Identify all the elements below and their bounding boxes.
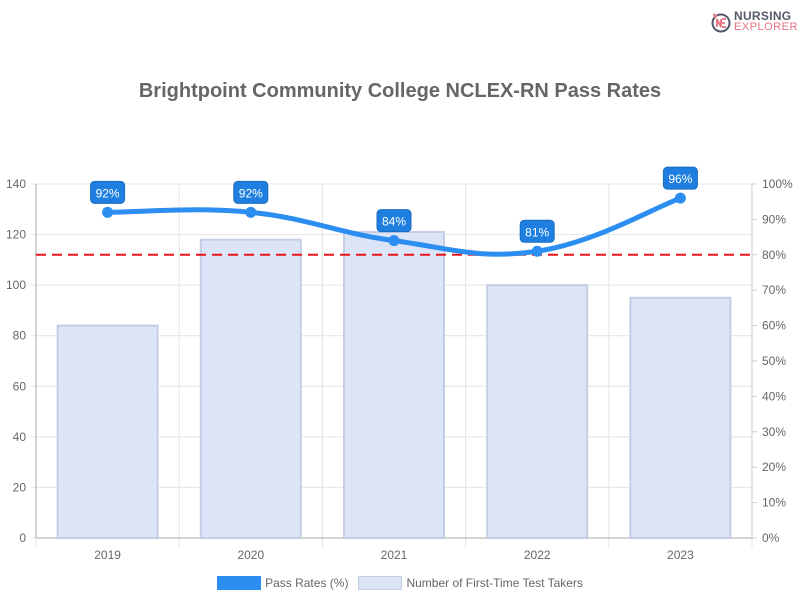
logo-text-2: EXPLORER <box>734 21 798 33</box>
left-tick-label: 0 <box>19 531 26 545</box>
left-tick-label: 100 <box>6 278 26 292</box>
data-label: 96% <box>668 172 692 186</box>
logo-icon <box>711 13 731 33</box>
pass-rate-point <box>531 245 543 257</box>
legend-label: Pass Rates (%) <box>265 576 349 590</box>
legend-swatch <box>358 576 403 590</box>
right-tick-label: 10% <box>762 496 786 510</box>
left-tick-label: 20 <box>13 480 27 494</box>
bar-2020 <box>199 238 302 539</box>
bar-2023 <box>629 296 732 539</box>
legend: Pass Rates (%) Number of First-Time Test… <box>0 576 800 590</box>
nursing-explorer-logo: NURSING EXPLORER <box>710 9 798 35</box>
right-tick-label: 20% <box>762 460 786 474</box>
pass-rate-point <box>245 206 257 218</box>
bar-2019 <box>56 324 159 539</box>
chart-title: Brightpoint Community College NCLEX-RN P… <box>138 80 662 102</box>
x-tick-label: 2021 <box>381 548 408 562</box>
pass-rate-point <box>674 192 686 204</box>
data-label-box <box>233 180 269 204</box>
left-tick-label: 80 <box>13 329 27 343</box>
data-label-box <box>519 219 555 243</box>
x-tick-label: 2023 <box>667 548 694 562</box>
data-label: 92% <box>96 186 120 200</box>
data-label: 92% <box>239 186 263 200</box>
legend-swatch <box>217 576 262 590</box>
left-tick-label: 60 <box>13 379 27 393</box>
data-label: 81% <box>525 225 549 239</box>
data-label-box <box>662 166 698 190</box>
left-tick-label: 120 <box>6 228 26 242</box>
legend-label: Number of First-Time Test Takers <box>406 576 583 590</box>
x-tick-label: 2019 <box>94 548 121 562</box>
right-tick-label: 30% <box>762 425 786 439</box>
right-tick-label: 100% <box>762 177 793 191</box>
data-label-box <box>90 180 126 204</box>
left-tick-label: 140 <box>6 177 26 191</box>
bar-2021 <box>343 231 445 540</box>
x-tick-label: 2022 <box>524 548 551 562</box>
data-label: 84% <box>382 215 406 229</box>
legend-item-test-takers[interactable]: Number of First-Time Test Takers <box>358 576 583 590</box>
pass-rate-point <box>102 206 114 218</box>
legend-item-pass-rates[interactable]: Pass Rates (%) <box>217 576 348 590</box>
right-tick-label: 0% <box>762 531 780 545</box>
pass-rate-point <box>388 235 400 247</box>
logo-text-1: NURSING <box>734 9 792 23</box>
right-tick-label: 90% <box>762 212 786 226</box>
bar-2022 <box>486 284 589 539</box>
right-tick-label: 40% <box>762 389 786 403</box>
x-tick-label: 2020 <box>237 548 264 562</box>
right-tick-label: 50% <box>762 354 786 368</box>
right-tick-label: 70% <box>762 283 786 297</box>
data-label-box <box>376 209 412 233</box>
right-tick-label: 80% <box>762 248 786 262</box>
left-tick-label: 40 <box>13 430 27 444</box>
right-tick-label: 60% <box>762 319 786 333</box>
